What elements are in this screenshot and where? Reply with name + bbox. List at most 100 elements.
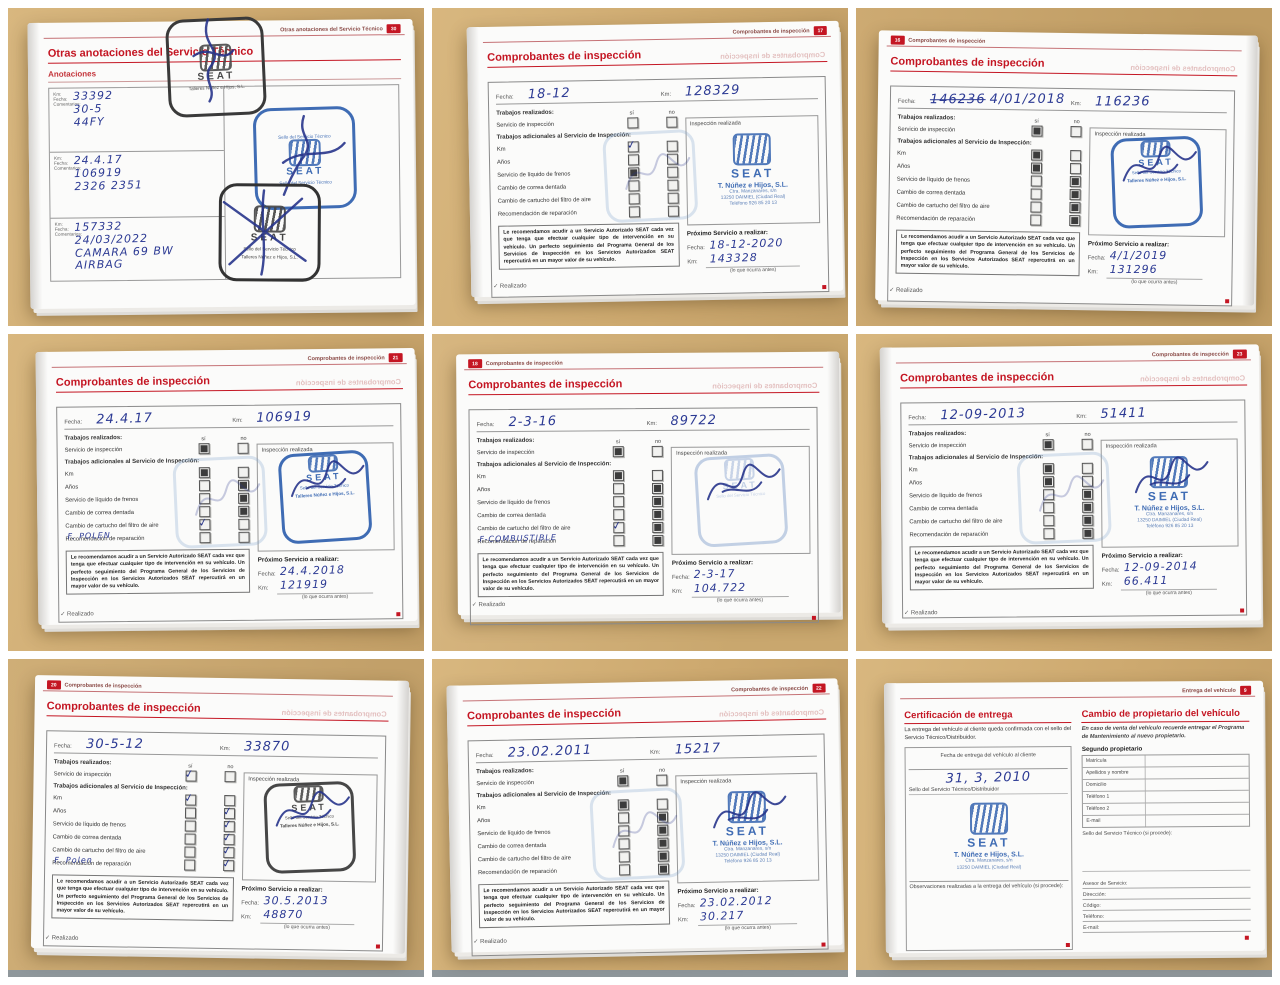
ink-scribble xyxy=(222,188,307,275)
realizado-footer: ✓ Realizado xyxy=(889,287,923,295)
service-book-page: Comprobantes de inspección 18 Comprobant… xyxy=(456,351,841,625)
checkbox-si xyxy=(613,482,625,494)
corner-marker xyxy=(811,615,816,620)
row-servicio-inspeccion: Servicio de inspección xyxy=(909,438,1093,453)
si-no-headers: sí no xyxy=(1031,119,1081,126)
realizado-footer: ✓ Realizado xyxy=(904,610,938,618)
stamp-column: Inspección realizada SEAT Sello del Serv… xyxy=(663,433,811,604)
realizado-footer: ✓ Realizado xyxy=(471,601,506,608)
checkbox-si xyxy=(184,807,196,819)
stamp-column: Inspección realizada SEAT Sello del Serv… xyxy=(249,429,395,601)
inspection-form: Fecha: 30-5-12 Km: 33870 Trabajos realiz… xyxy=(42,730,387,952)
fecha-label: Fecha: xyxy=(475,752,494,759)
km-handwritten: 128329 xyxy=(685,82,742,100)
faded-signature xyxy=(611,811,677,848)
signature xyxy=(1135,456,1209,494)
header-rule xyxy=(483,35,832,43)
corner-marker xyxy=(1239,608,1244,613)
fecha-handwritten: 23.02.2011 xyxy=(506,742,592,761)
proximo-servicio: Próximo Servicio a realizar: Fecha: 12-0… xyxy=(1102,552,1239,598)
ink-scribble xyxy=(191,18,234,103)
row-servicio-inspeccion: Servicio de inspección xyxy=(53,768,236,784)
seat-stamp: SEAT T. Núñez e Hijos, S.L. Ctra. Manzan… xyxy=(909,793,1069,880)
fecha-handwritten: 24.4.17 xyxy=(95,410,153,428)
service-book-page: Otras anotaciones del Servicio Técnico 3… xyxy=(27,15,416,309)
checkbox-si xyxy=(1030,175,1042,188)
cambio-propietario-column: Cambio de propietario del vehículo En ca… xyxy=(1081,707,1251,942)
checkbox-column: Trabajos realizados: sí no Servicio de i… xyxy=(51,757,236,930)
header-rule xyxy=(42,690,394,698)
inspection-page: Comprobantes de inspección 21 Comprobant… xyxy=(51,351,409,623)
trabajos-header: Trabajos realizados: xyxy=(897,115,956,122)
page-number-badge: 16 xyxy=(890,35,905,46)
checkbox-si xyxy=(1030,162,1042,175)
km-handwritten: 106919 xyxy=(256,408,313,426)
inspection-form: Fecha: 146236 4/01/2018 Km: 116236 Trabaj… xyxy=(886,85,1235,307)
service-book-page: Comprobantes de inspección 22 Comprobant… xyxy=(446,677,843,956)
stamp-column: Inspección realizada SEAT Sello del Serv… xyxy=(1079,115,1226,287)
date-km-row: Fecha: 2-3-16 Km: 89722 xyxy=(476,413,810,432)
si-header: sí xyxy=(201,435,206,442)
km-label: Km: xyxy=(219,746,231,753)
certificacion-box: Fecha de entrega del vehículo al cliente… xyxy=(904,745,1074,951)
asesor-footer: Asesor de Servicio: Dirección: Código: T… xyxy=(1082,875,1251,933)
photo-cell-5: Comprobantes de inspección 18 Comprobant… xyxy=(432,333,848,652)
checkbox-no xyxy=(652,495,664,507)
km-label: Km: xyxy=(1076,414,1087,421)
checkbox-no xyxy=(1068,215,1081,227)
page-tab: Comprobantes de inspección 21 xyxy=(308,352,403,363)
checkbox-no xyxy=(1081,439,1093,451)
km-label: Km: xyxy=(646,420,657,427)
inspeccion-realizada-box: Inspección realizada SEAT T. Núñez e Hij… xyxy=(1100,438,1239,549)
checkbox-si xyxy=(627,117,639,129)
inspection-form: Fecha: 24.4.17 Km: 106919 Trabajos reali… xyxy=(56,402,404,623)
date-km-row: Fecha: 30-5-12 Km: 33870 xyxy=(53,736,379,759)
showthrough-text: Comprobantes de inspección xyxy=(1139,373,1245,384)
checkbox-no xyxy=(652,534,664,546)
checkbox-si xyxy=(1029,214,1042,227)
corner-marker xyxy=(1224,299,1229,304)
inspection-page: Comprobantes de inspección 18 Comprobant… xyxy=(464,354,825,625)
checkbox-no xyxy=(652,469,664,481)
showthrough-text: Comprobantes de inspección xyxy=(711,380,818,391)
fecha-handwritten: 146236 4/01/2018 xyxy=(929,92,1065,108)
row-servicio-inspeccion: Servicio de inspección xyxy=(897,123,1082,139)
faded-stamp-overlay xyxy=(1016,451,1113,546)
inspection-form: Fecha: 12-09-2013 Km: 51411 Trabajos rea… xyxy=(900,399,1247,619)
handwritten-note: F. POLEN xyxy=(67,530,112,541)
si-no-headers: sí no xyxy=(613,439,663,445)
service-book-page: Comprobantes de inspección 16 Comprobant… xyxy=(874,30,1258,307)
page-number-badge: 30 xyxy=(386,23,401,33)
page-tab: Comprobantes de inspección 22 xyxy=(731,683,826,694)
form-columns: Trabajos realizados: sí no Servicio de i… xyxy=(908,426,1239,599)
page-number-badge: 23 xyxy=(1232,349,1247,359)
checkbox-no xyxy=(652,508,664,520)
handwritten-entry: 24.4.17 106919 2326 2351 xyxy=(73,152,143,194)
handwritten-note: F-COMBUSTIBLE xyxy=(479,532,557,544)
proximo-km-handwritten: 104.722 xyxy=(693,580,747,595)
date-km-row: Fecha: 23.02.2011 Km: 15217 xyxy=(475,739,817,763)
tab-label: Comprobantes de inspección xyxy=(485,359,563,367)
page-number-badge: 22 xyxy=(811,683,826,693)
row-km: Km xyxy=(477,469,664,483)
showthrough-text: Comprobantes de inspección xyxy=(295,376,401,387)
checkbox-no xyxy=(655,774,668,786)
row-anos: Años xyxy=(477,482,664,496)
km-label: Km: xyxy=(1070,101,1082,108)
checkbox-column: Trabajos realizados: sí no Servicio de i… xyxy=(895,112,1082,285)
page-tab: Comprobantes de inspección 16 xyxy=(890,35,986,46)
inspection-page: Comprobantes de inspección 22 Comprobant… xyxy=(462,681,834,956)
service-book-page: Comprobantes de inspección 23 Comprobant… xyxy=(879,344,1261,625)
proximo-servicio: Próximo Servicio a realizar: Fecha: 23.0… xyxy=(677,885,820,932)
seat-logo-icon xyxy=(969,802,1008,835)
form-columns: Trabajos realizados: sí no Servicio de i… xyxy=(477,433,811,606)
date-km-row: Fecha: 12-09-2013 Km: 51411 xyxy=(908,405,1237,426)
km-handwritten: 15217 xyxy=(673,740,721,758)
checkbox-si xyxy=(1031,125,1043,138)
proximo-servicio: Próximo Servicio a realizar: Fecha: 30.5… xyxy=(241,886,376,932)
stamp-column: Inspección realizada SEAT T. Núñez e Hij… xyxy=(1092,426,1239,598)
inspection-page: Comprobantes de inspección 20 Comprobant… xyxy=(39,679,394,952)
seat-stamp-black: SEAT Talleres Núñez e Hijos, S.L. xyxy=(164,15,267,119)
realizado-footer: ✓ Realizado xyxy=(472,938,507,945)
